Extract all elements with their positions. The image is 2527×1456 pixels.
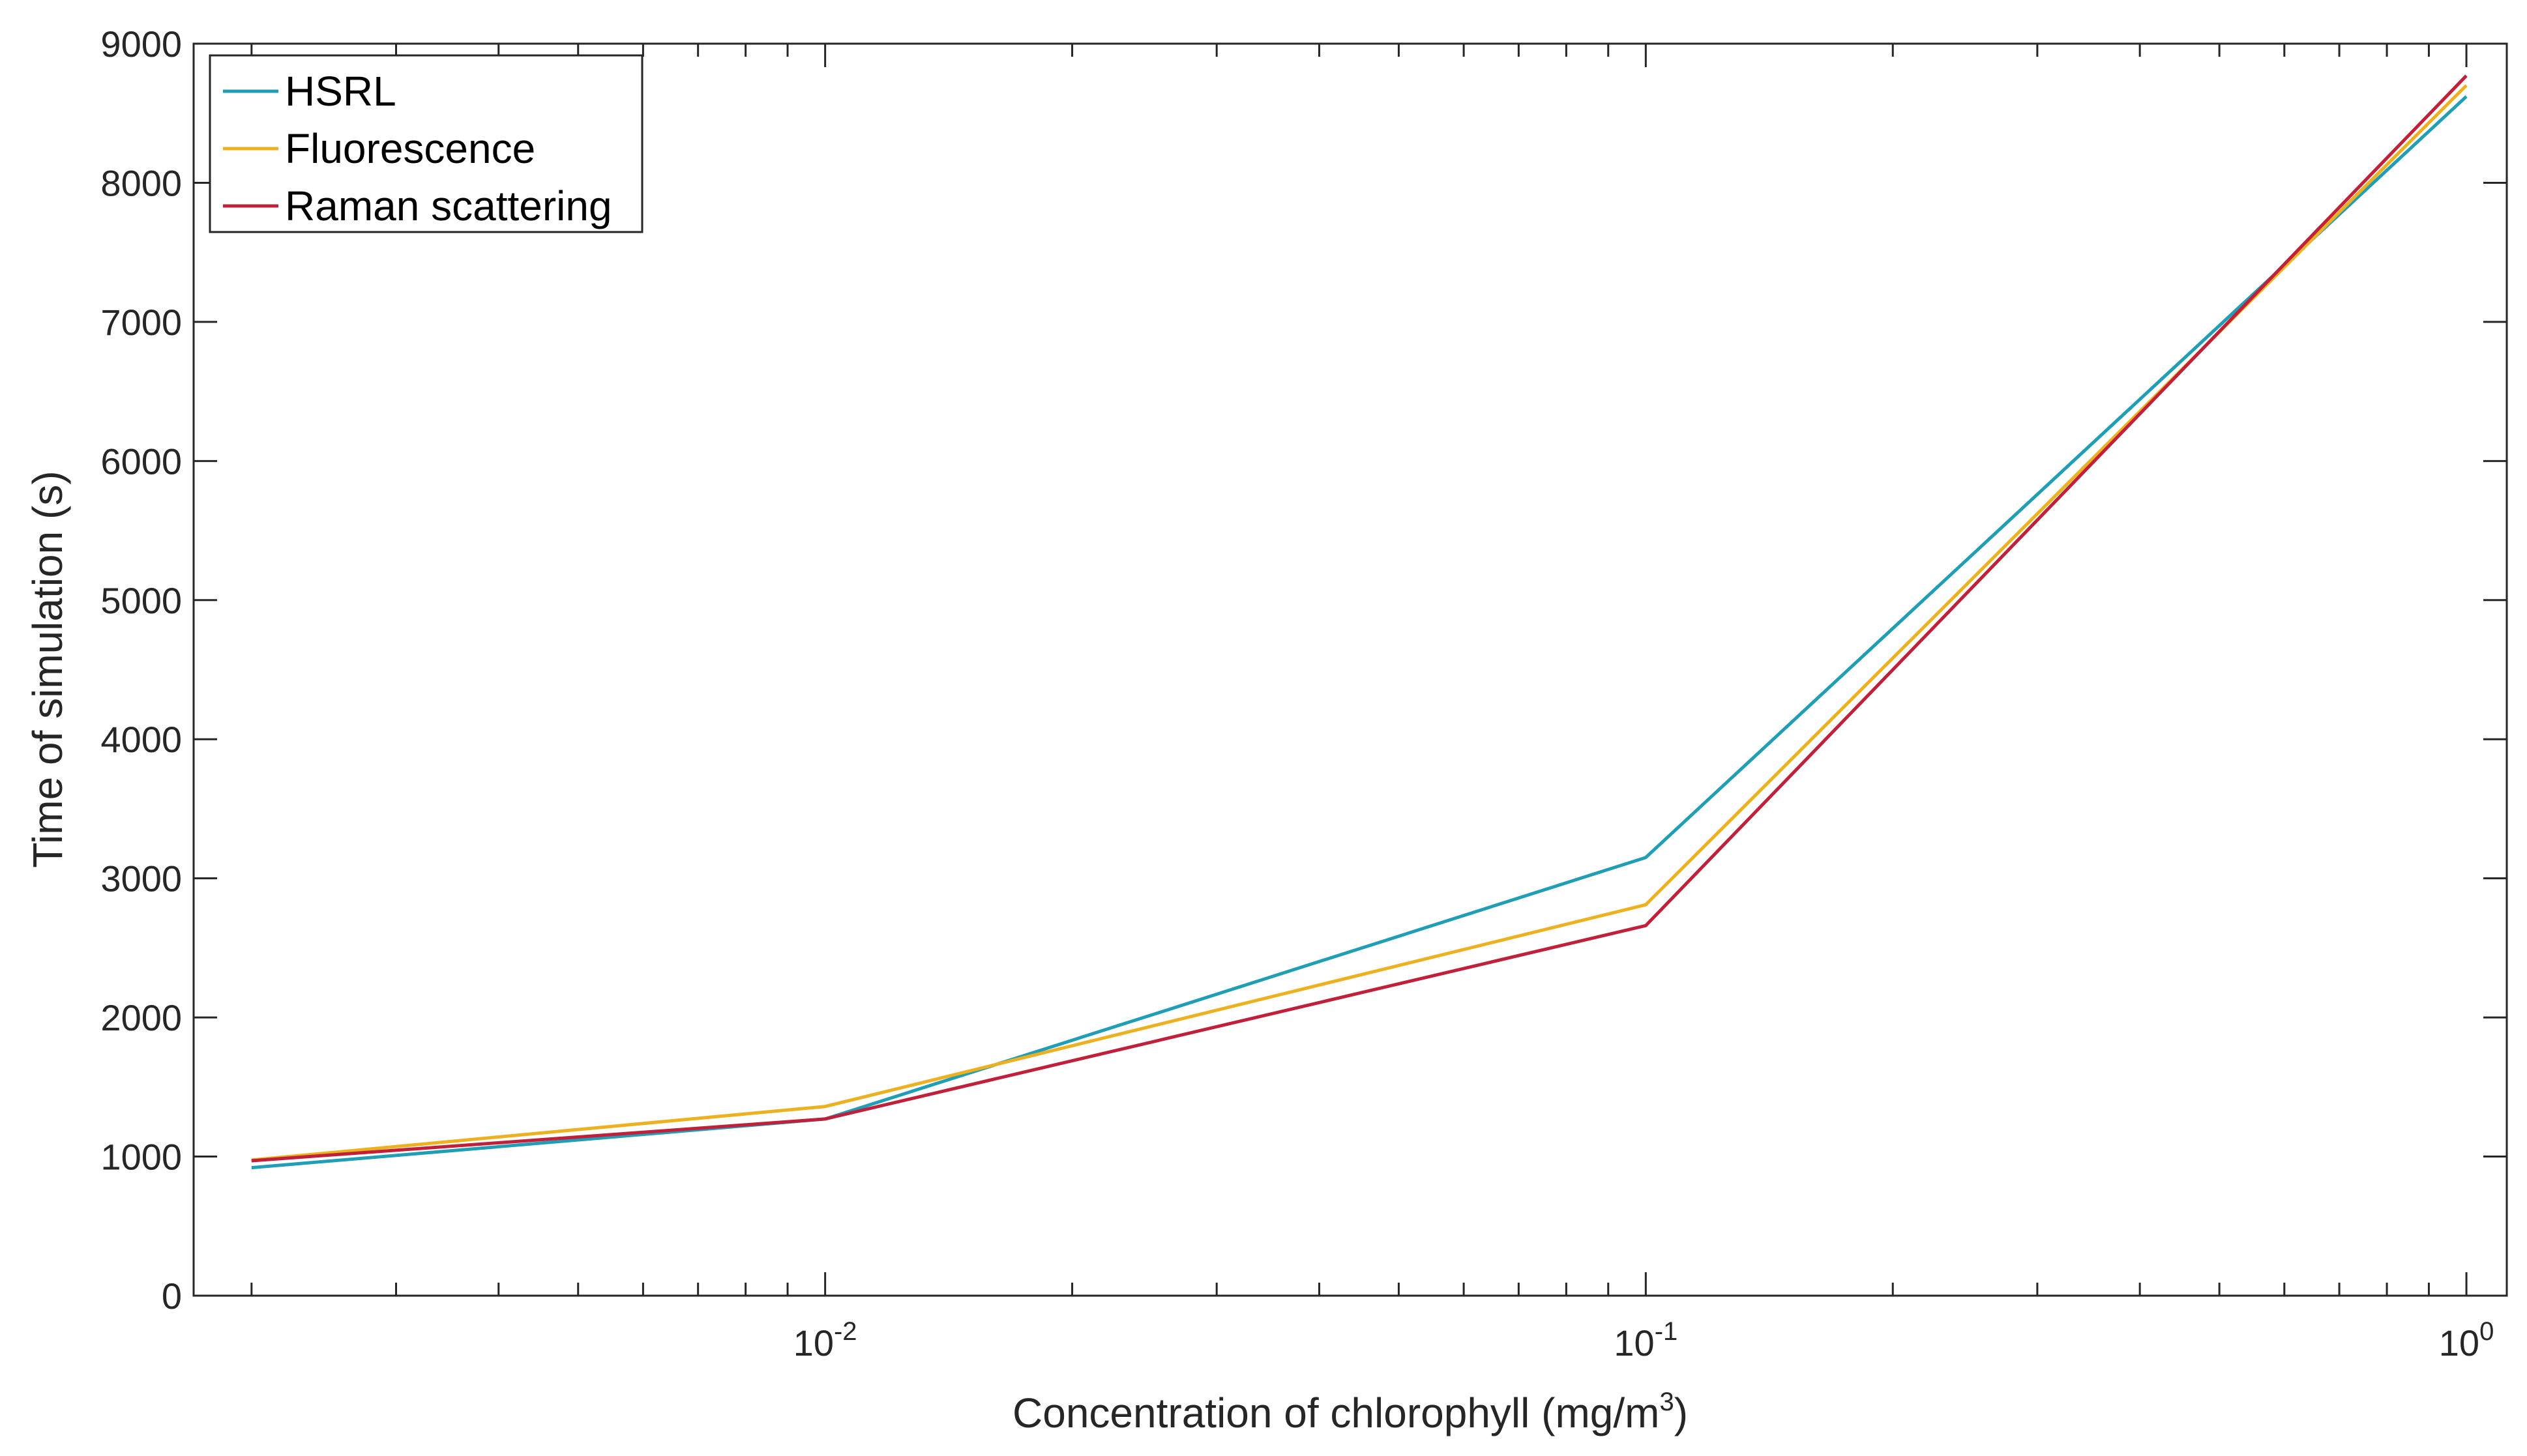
x-tick-label: 100 xyxy=(2439,1317,2494,1363)
legend-label: Raman scattering xyxy=(285,182,612,229)
y-axis-ticks: 0 1000 2000 3000 4000 5000 6000 7000 8000 9000 xyxy=(100,23,2507,1317)
legend-box xyxy=(209,54,643,233)
x-axis-title: Concentration of chlorophyll (mg/m3) xyxy=(1012,1388,1688,1436)
x-axis-title-suffix: ) xyxy=(1674,1390,1688,1436)
y-tick-label: 9000 xyxy=(100,23,182,65)
series-lines xyxy=(251,74,2468,1170)
series-line-hsrl xyxy=(251,95,2468,1170)
plot-area xyxy=(192,42,2508,1297)
x-tick-label: 10-1 xyxy=(1614,1317,1677,1363)
y-tick-label: 0 xyxy=(162,1275,182,1317)
y-tick-label: 3000 xyxy=(100,858,182,899)
y-tick-label: 4000 xyxy=(100,719,182,760)
y-tick-label: 5000 xyxy=(100,580,182,621)
x-axis-title-superscript: 3 xyxy=(1659,1388,1674,1416)
legend-label: Fluorescence xyxy=(285,125,535,172)
y-tick-label: 2000 xyxy=(100,997,182,1038)
y-tick-label: 1000 xyxy=(100,1137,182,1178)
y-axis-title: Time of simulation (s) xyxy=(24,471,71,867)
y-tick-label: 6000 xyxy=(100,441,182,482)
x-axis-title-text: Concentration of chlorophyll (mg/m xyxy=(1012,1390,1659,1436)
legend: HSRL Fluorescence Raman scattering xyxy=(209,54,643,233)
y-tick-label: 8000 xyxy=(100,162,182,203)
x-tick-label: 10-2 xyxy=(793,1317,857,1363)
series-line-raman-scattering xyxy=(251,74,2468,1163)
legend-label: HSRL xyxy=(285,68,396,115)
y-tick-label: 7000 xyxy=(100,302,182,343)
x-axis-ticks: 10-2 10-1 100 xyxy=(250,44,2494,1363)
series-line-fluorescence xyxy=(251,84,2468,1162)
